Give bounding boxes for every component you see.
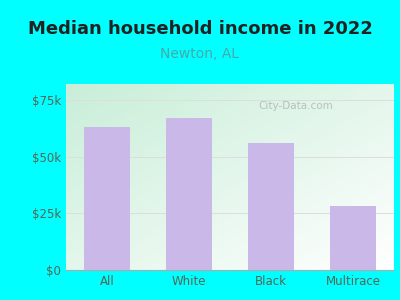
- Bar: [248, 143, 294, 270]
- Text: City-Data.com: City-Data.com: [258, 101, 333, 111]
- Bar: [166, 118, 212, 270]
- Text: Median household income in 2022: Median household income in 2022: [28, 20, 372, 38]
- Bar: [330, 206, 376, 270]
- Text: Newton, AL: Newton, AL: [160, 46, 240, 61]
- Bar: [84, 127, 130, 270]
